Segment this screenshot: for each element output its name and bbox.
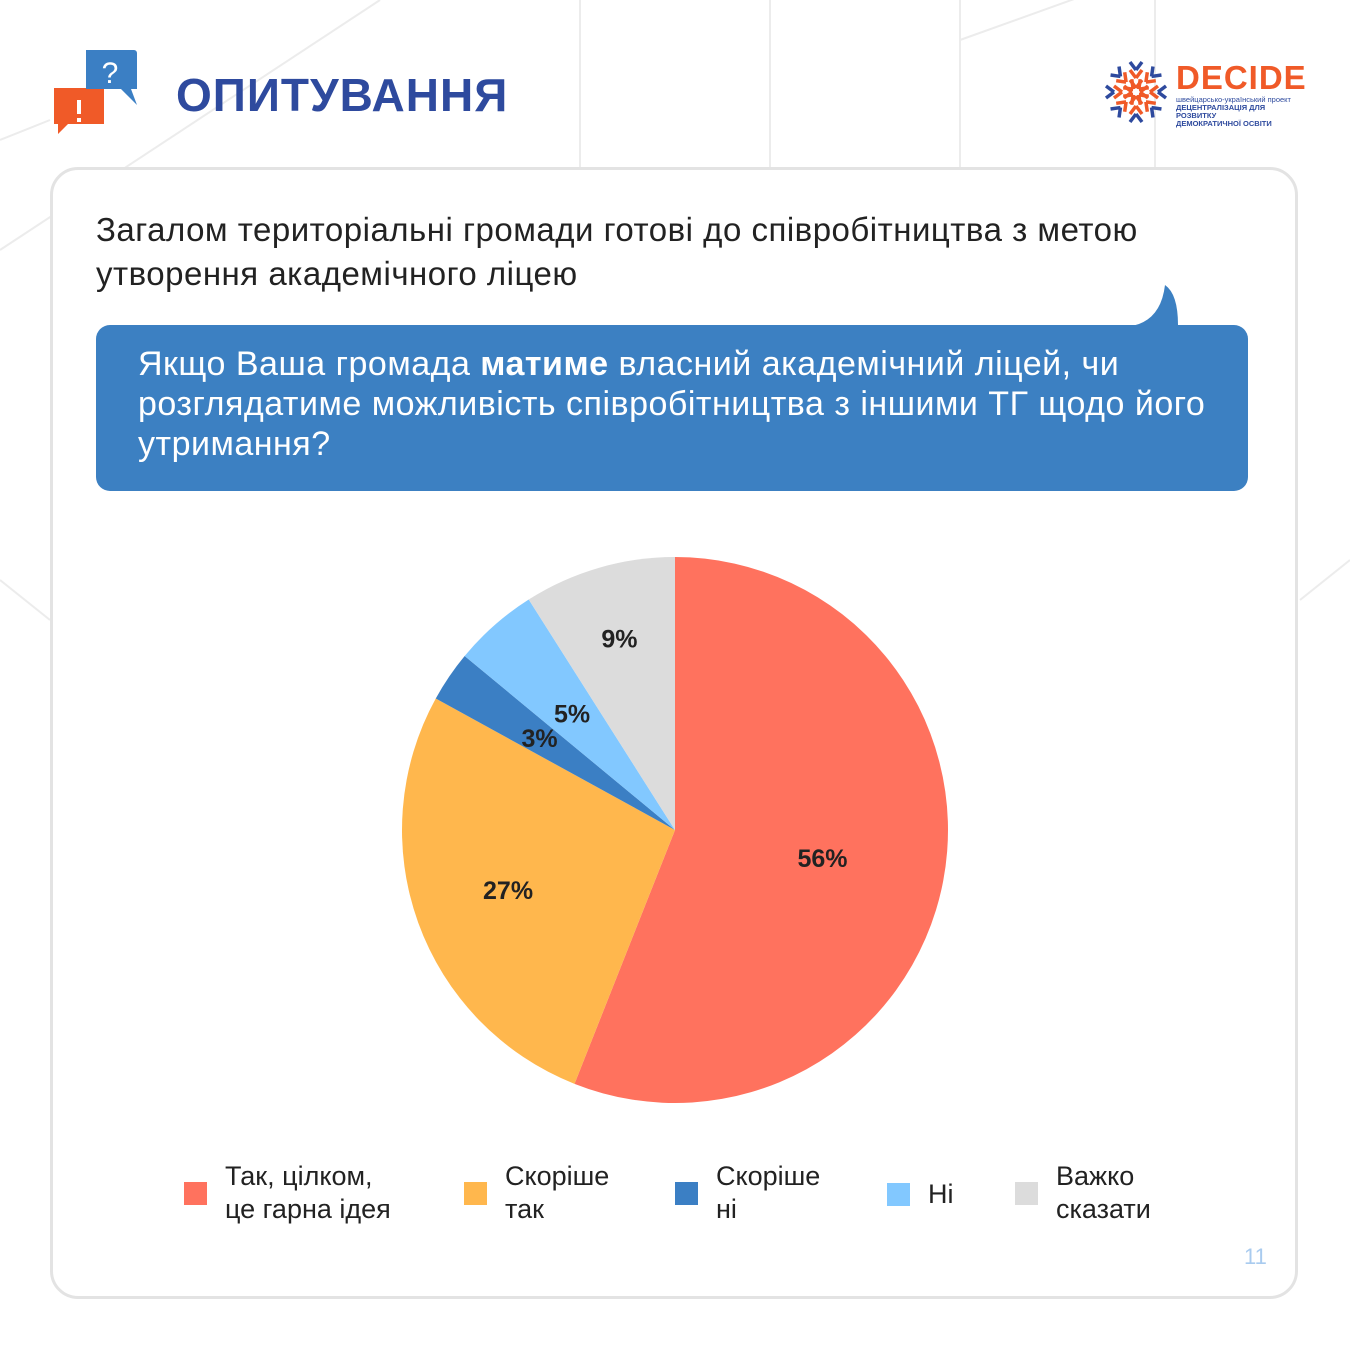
decide-logo: DECIDE швейцарсько-український проект ДЕ… xyxy=(1104,59,1307,130)
question-emphasis: матиме xyxy=(480,345,609,383)
question-part: власний академічний ліцей, чи розглядати… xyxy=(138,345,1206,463)
legend-label: Важко сказати xyxy=(1056,1161,1151,1224)
question-bubble xyxy=(96,325,1248,491)
pie-data-label: 5% xyxy=(554,700,590,728)
legend-item: Так, цілком, це гарна ідея xyxy=(184,1160,425,1226)
legend-swatch xyxy=(887,1183,910,1206)
pie-slice-4 xyxy=(464,599,675,830)
pie-slice-1 xyxy=(574,557,948,1103)
legend-label: Скоріше так xyxy=(505,1161,610,1224)
logo-subtitle: ДЕЦЕНТРАЛІЗАЦІЯ ДЛЯ РОЗВИТКУ xyxy=(1176,103,1266,120)
logo-name: DECIDE xyxy=(1176,59,1307,96)
statement-text: Загалом територіальні громади готові до … xyxy=(96,211,1138,292)
question-part: Якщо Ваша громада xyxy=(138,345,481,383)
legend-swatch xyxy=(184,1181,207,1205)
pie-data-label: 9% xyxy=(601,626,637,654)
legend-item: Скоріше так xyxy=(464,1160,705,1226)
legend-item: Важко сказати xyxy=(1015,1160,1256,1226)
legend-swatch xyxy=(464,1181,487,1205)
logo-subtitle: швейцарсько-український проект xyxy=(1176,95,1291,104)
legend-swatch xyxy=(1015,1181,1038,1205)
pie-data-label: 56% xyxy=(797,845,847,873)
snowflake-logo-icon xyxy=(1104,60,1168,124)
page-number: 11 xyxy=(1244,1244,1267,1269)
pie-slice-3 xyxy=(435,655,675,830)
legend-label: Ні xyxy=(928,1179,954,1209)
logo-subtitle: ДЕМОКРАТИЧНОЇ ОСВІТИ xyxy=(1176,119,1272,128)
question-text: Якщо Ваша громада матиме власний академі… xyxy=(138,344,1228,464)
legend-item: Скоріше ні xyxy=(675,1160,916,1226)
legend-label: Скоріше ні xyxy=(716,1161,821,1224)
page-title: ОПИТУВАННЯ xyxy=(176,69,509,121)
pie-data-label: 3% xyxy=(521,725,557,753)
legend-swatch xyxy=(675,1181,698,1205)
bubble-tail xyxy=(1120,285,1178,332)
legend-item: Ні xyxy=(887,1178,1128,1211)
pie-data-label: 27% xyxy=(483,877,533,905)
chat-question-exclamation-icon: ? xyxy=(54,50,137,134)
pie-slice-5 xyxy=(528,557,675,830)
legend-label: Так, цілком, це гарна ідея xyxy=(225,1161,391,1224)
pie-slice-2 xyxy=(401,698,675,1084)
svg-text:?: ? xyxy=(102,57,119,90)
